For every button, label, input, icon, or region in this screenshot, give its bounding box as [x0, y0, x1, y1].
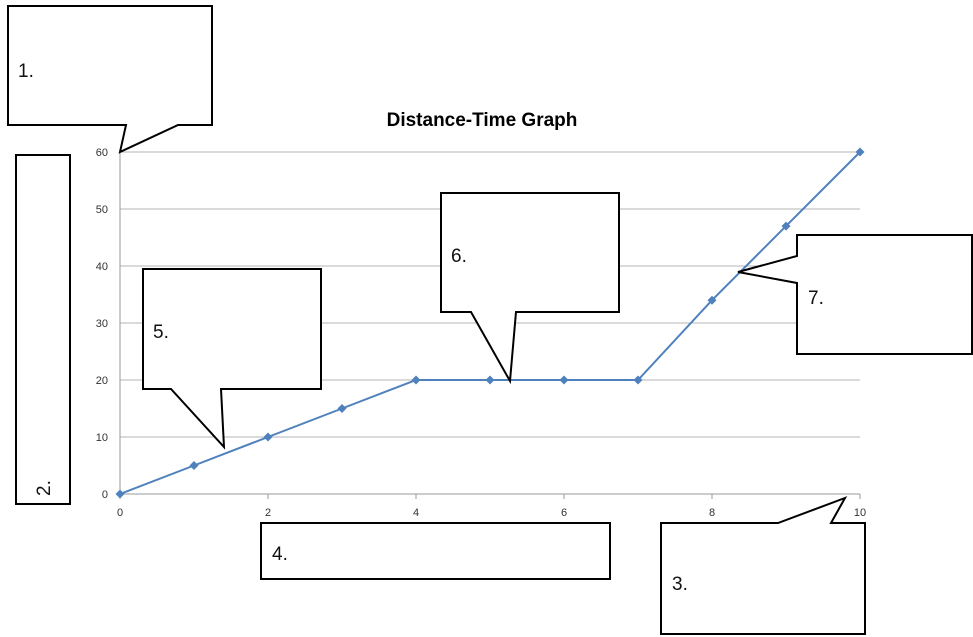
callout-7-bubble: [737, 234, 973, 355]
tick-labels: 0 10 20 30 40 50 60 0 2 4 6 8 10: [96, 147, 866, 519]
data-point-3: [337, 404, 347, 413]
data-point-7: [633, 375, 643, 385]
y-tick-label-30: 30: [96, 318, 108, 330]
x-tick-label-8: 8: [709, 507, 715, 519]
series-layer: [115, 147, 865, 499]
callout-4-label: 4.: [272, 544, 288, 565]
callout-3-bubble: [660, 496, 866, 635]
data-point-1: [189, 461, 199, 470]
x-tick-label-2: 2: [265, 507, 271, 519]
data-point-8: [707, 295, 717, 305]
axes: [119, 152, 861, 499]
x-tick-label-0: 0: [117, 507, 123, 519]
callout-2-label: 2.: [34, 480, 55, 496]
y-tick-label-10: 10: [96, 432, 108, 444]
y-tick-label-60: 60: [96, 147, 108, 159]
x-tick-label-4: 4: [413, 507, 419, 519]
data-point-4: [411, 375, 421, 385]
callout-5-bubble: [142, 268, 322, 450]
callout-3: 3.: [660, 496, 866, 635]
callout-5-label: 5.: [153, 322, 169, 343]
y-tick-label-40: 40: [96, 261, 108, 273]
callout-1-bubble: [7, 5, 213, 154]
callout-4-box: [260, 522, 611, 580]
callout-7-label: 7.: [808, 288, 824, 309]
callout-7: 7.: [737, 234, 973, 355]
x-tick-label-10: 10: [854, 507, 866, 519]
callout-6-label: 6.: [451, 246, 467, 267]
callout-6: 6.: [440, 192, 620, 385]
y-tick-label-50: 50: [96, 204, 108, 216]
x-tick-label-6: 6: [561, 507, 567, 519]
callout-5: 5.: [142, 268, 322, 450]
callout-3-label: 3.: [672, 574, 688, 595]
data-point-10: [855, 147, 865, 157]
chart-title: Distance-Time Graph: [387, 110, 578, 131]
callout-4: 4.: [260, 522, 611, 580]
data-point-9: [781, 221, 791, 231]
y-tick-label-0: 0: [102, 489, 108, 501]
data-point-0: [115, 489, 125, 499]
callout-1: 1.: [7, 5, 213, 154]
callout-2: 2.: [15, 154, 71, 505]
data-point-5: [485, 375, 495, 385]
y-tick-label-20: 20: [96, 375, 108, 387]
callout-2-box: [15, 154, 71, 505]
callout-1-label: 1.: [18, 61, 34, 82]
callout-6-bubble: [440, 192, 620, 385]
data-point-6: [559, 375, 569, 385]
data-point-2: [263, 432, 273, 442]
